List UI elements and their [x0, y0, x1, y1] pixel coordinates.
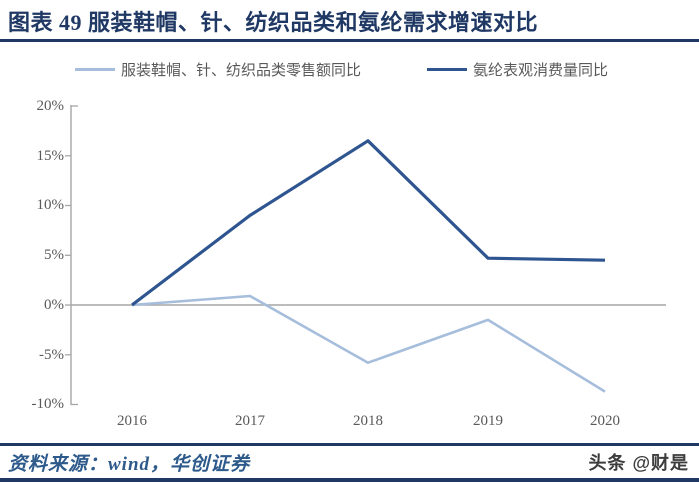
page-title: 图表 49 服装鞋帽、针、纺织品类和氨纶需求增速对比: [8, 10, 539, 35]
y-tick-label: -10%: [31, 396, 65, 412]
series-line-0: [131, 294, 606, 393]
title-divider: [0, 39, 699, 42]
footer-divider: [0, 443, 699, 446]
legend-swatch: [427, 67, 467, 71]
watermark: 头条 @财是: [588, 453, 689, 473]
y-tick-label: -5%: [39, 347, 64, 363]
legend-swatch: [75, 67, 115, 71]
series-line-1: [131, 139, 606, 307]
y-tick-label: 5%: [44, 247, 64, 263]
y-tick-label: 20%: [36, 98, 65, 114]
legend-item-retail: 服装鞋帽、针、纺织品类零售额同比: [75, 59, 361, 79]
y-tick-label: 10%: [36, 197, 65, 213]
x-tick-label: 2020: [590, 413, 620, 429]
x-tick-label: 2016: [117, 413, 147, 429]
y-axis-ticks: [65, 105, 78, 406]
source-note: 资料来源：wind，华创证券: [8, 454, 251, 475]
chart-legend: 服装鞋帽、针、纺织品类零售额同比 氨纶表观消费量同比: [0, 59, 699, 79]
y-tick-label: 15%: [36, 148, 65, 164]
x-tick-label: 2019: [473, 413, 503, 429]
legend-item-spandex: 氨纶表观消费量同比: [427, 59, 608, 79]
y-tick-label: 0%: [44, 297, 64, 313]
x-tick-label: 2018: [353, 413, 383, 429]
legend-label: 服装鞋帽、针、纺织品类零售额同比: [121, 62, 362, 79]
legend-label: 氨纶表观消费量同比: [473, 62, 609, 79]
bottom-border: [0, 478, 699, 482]
x-tick-label: 2017: [235, 413, 265, 429]
